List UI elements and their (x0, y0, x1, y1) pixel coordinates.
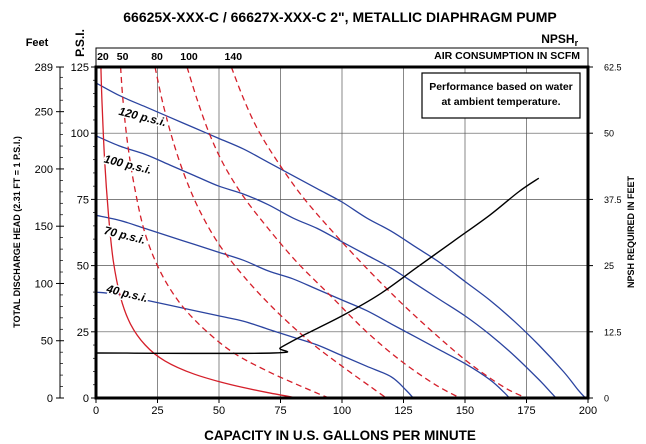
note-box (421, 72, 581, 119)
series-line-80-scfm (154, 67, 387, 398)
ticks-group: 0 25 50 75 100 125 150 175 200 0 25 50 75 100 125 0 50 10… (35, 62, 622, 417)
y-axis-label-left: TOTAL DISCHARGE HEAD (2.31 FT = 1 P.S.I.… (12, 136, 22, 328)
chart-title: 66625X-XXX-C / 66627X-XXX-C 2", METALLIC… (123, 9, 556, 25)
series-group (96, 67, 586, 398)
x-tick-label: 175 (517, 405, 535, 417)
series-line-70-p-s-i (96, 214, 510, 398)
note-line-2: at ambient temperature. (441, 96, 560, 108)
feet-tick-label: 150 (35, 221, 53, 233)
npsh-tick-label: 37.5 (604, 195, 622, 205)
x-axis-label: CAPACITY IN U.S. GALLONS PER MINUTE (204, 428, 476, 443)
series-line-50-scfm (119, 67, 330, 398)
feet-tick-label: 100 (35, 278, 53, 290)
x-tick-label: 50 (213, 405, 225, 417)
air-consumption-tick-label: 80 (151, 51, 163, 63)
npsh-tick-label: 62.5 (604, 63, 622, 73)
feet-tick-label: 200 (35, 164, 53, 176)
y-axis-label-right: NPSH REQUIRED IN FEET (626, 175, 636, 288)
psi-tick-label: 100 (71, 128, 89, 140)
x-tick-label: 25 (151, 405, 163, 417)
series-line-20-scfm (100, 67, 298, 398)
series-label: 70 p.s.i. (103, 225, 147, 247)
psi-tick-label: 50 (77, 261, 89, 273)
air-consumption-tick-label: 140 (225, 51, 243, 63)
x-tick-label: 75 (274, 405, 286, 417)
x-tick-label: 0 (93, 405, 99, 417)
psi-tick-label: 25 (77, 327, 89, 339)
series-line-100-scfm (186, 67, 461, 398)
series-line-npshr (96, 177, 540, 355)
x-tick-label: 100 (333, 405, 351, 417)
psi-tick-label: 125 (71, 62, 89, 74)
series-line-100-p-s-i (96, 135, 557, 398)
series-label: 40 p.s.i. (104, 283, 149, 305)
x-tick-label: 200 (579, 405, 597, 417)
feet-tick-label: 289 (35, 62, 53, 74)
feet-tick-label: 50 (41, 336, 53, 348)
series-line-40-p-s-i (96, 291, 414, 398)
psi-unit-label: P.S.I. (73, 29, 87, 57)
series-line-120-p-s-i (96, 82, 586, 398)
feet-tick-label: 0 (47, 393, 53, 405)
air-consumption-label: AIR CONSUMPTION IN SCFM (434, 50, 580, 62)
x-tick-label: 150 (456, 405, 474, 417)
npshr-label: NPSHr (541, 32, 578, 48)
air-consumption-tick-label: 20 (97, 51, 109, 63)
psi-tick-label: 0 (83, 393, 89, 405)
feet-tick-label: 250 (35, 107, 53, 119)
npsh-tick-label: 0 (604, 394, 609, 404)
npsh-tick-label: 12.5 (604, 327, 622, 337)
air-consumption-bar (95, 47, 589, 68)
series-label: 100 p.s.i. (103, 154, 153, 177)
npsh-tick-label: 25 (604, 261, 614, 271)
note-line-1: Performance based on water (429, 81, 573, 93)
air-consumption-tick-label: 50 (117, 51, 129, 63)
series-label: 120 p.s.i. (117, 106, 167, 129)
air-consumption-tick-label: 100 (180, 51, 198, 63)
npsh-tick-label: 50 (604, 129, 614, 139)
x-tick-label: 125 (394, 405, 412, 417)
feet-unit-label: Feet (26, 37, 49, 49)
psi-tick-label: 75 (77, 194, 89, 206)
